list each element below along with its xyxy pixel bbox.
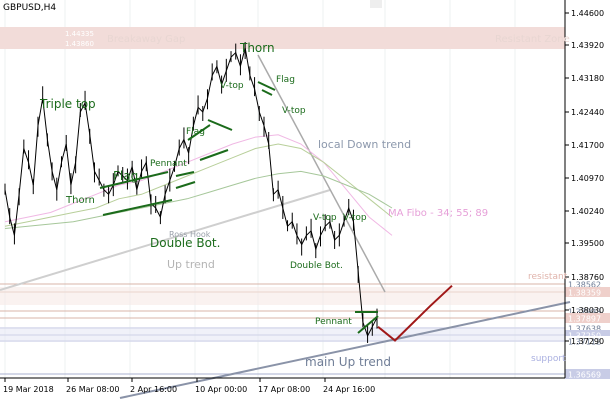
price-level-tag bbox=[565, 279, 610, 289]
price-level-label: 1.37112 bbox=[568, 338, 601, 347]
ma-55-line bbox=[4, 143, 393, 227]
price-level-label: 1.38359 bbox=[568, 289, 601, 298]
flag-upper-line bbox=[99, 171, 169, 189]
grid bbox=[4, 0, 516, 378]
ma-34-line bbox=[4, 134, 393, 236]
up-trend-line bbox=[0, 189, 331, 291]
flag-upper-line-2 bbox=[187, 124, 211, 141]
double-bottom-label-2: Double Bot. bbox=[290, 261, 343, 271]
thorn-label-top: Thorn bbox=[239, 41, 275, 55]
forecast-line bbox=[377, 284, 453, 342]
price-level-tag bbox=[565, 287, 610, 297]
pattern-lines bbox=[99, 81, 379, 334]
price-level-tag bbox=[565, 313, 610, 323]
v-top-label-4: V-top bbox=[343, 213, 367, 223]
price-tick-label: 1.42440 bbox=[571, 108, 604, 117]
price-tick-label: 1.39500 bbox=[571, 239, 604, 248]
thorn-label-left: Thorn bbox=[65, 195, 95, 206]
price-level-label: 1.38562 bbox=[568, 281, 601, 290]
price-tick-label: 1.40970 bbox=[571, 174, 604, 183]
flag-label-left: Flag bbox=[113, 169, 138, 183]
price-tick-label: 1.43180 bbox=[571, 74, 604, 83]
flag-label-mid: Flag bbox=[186, 127, 205, 137]
time-tick-label: 17 Apr 08:00 bbox=[258, 385, 310, 394]
price-level-label: 1.37993 bbox=[568, 308, 601, 317]
support-label: support bbox=[531, 354, 566, 364]
price-level-label: 1.37897 bbox=[568, 315, 601, 324]
main-up-trend-line bbox=[119, 301, 571, 399]
price-tick-label: 1.38760 bbox=[571, 273, 604, 282]
price-zones bbox=[0, 0, 565, 49]
pennant-label-1: Pennant bbox=[150, 159, 187, 169]
pennant-lower-line bbox=[175, 181, 196, 189]
v-top-label-3: V-top bbox=[313, 213, 337, 223]
local-down-trend-label: local Down trend bbox=[318, 138, 411, 151]
resistant-zone-label: Resistant Zone bbox=[495, 34, 570, 45]
price-level-tag bbox=[565, 336, 610, 346]
price-tick-label: 1.38030 bbox=[571, 306, 604, 315]
flag-cross-line bbox=[207, 119, 233, 131]
flag-lower-line-2 bbox=[199, 149, 229, 161]
zone-price-label-2: 1.43860 bbox=[65, 40, 94, 48]
moving-averages bbox=[4, 134, 393, 236]
pennant-bottom-line bbox=[357, 315, 379, 334]
flag-label-top: Flag bbox=[276, 75, 295, 85]
v-top-label-1: V-top bbox=[220, 81, 244, 91]
axes: 1.44600 1.43920 1.43180 1.42440 1.41700 1.409… bbox=[0, 0, 604, 394]
zone-marker bbox=[370, 0, 382, 8]
ma-89-line bbox=[4, 170, 393, 229]
price-level-tag bbox=[565, 323, 610, 333]
price-level-label: 1.37638 bbox=[568, 325, 601, 334]
trend-lines bbox=[0, 54, 571, 399]
resistant-band bbox=[0, 287, 565, 305]
support-band bbox=[0, 327, 565, 342]
symbol-title: GBPUSD,H4 bbox=[3, 3, 57, 13]
ross-hook-label: Ross Hook bbox=[169, 230, 211, 239]
time-tick-label: 26 Mar 08:00 bbox=[66, 385, 119, 394]
ma-fibo-label: MA Fibo - 34; 55; 89 bbox=[388, 208, 488, 219]
price-tick-label: 1.37290 bbox=[571, 337, 604, 346]
price-close-line bbox=[4, 47, 378, 338]
time-tick-label: 2 Apr 16:00 bbox=[130, 385, 177, 394]
local-down-trend-line bbox=[257, 54, 386, 293]
up-trend-label: Up trend bbox=[167, 258, 215, 271]
breakaway-zone bbox=[0, 27, 565, 49]
price-tick-label: 1.43920 bbox=[571, 41, 604, 50]
price-level-label: 1.36569 bbox=[568, 371, 601, 380]
main-up-trend-label: main Up trend bbox=[305, 355, 391, 369]
double-bottom-label-1: Double Bot. bbox=[150, 236, 220, 250]
time-tick-label: 24 Apr 16:00 bbox=[323, 385, 375, 394]
price-level-tag bbox=[565, 369, 610, 379]
v-top-label-2: V-top bbox=[282, 106, 306, 116]
pennant-label-2: Pennant bbox=[315, 317, 352, 327]
price-tick-label: 1.40240 bbox=[571, 207, 604, 216]
breakaway-gap-label: Breakaway Gap bbox=[107, 34, 185, 45]
annotation-labels: 1.44335 1.43860 Breakaway Gap Resistant Zon… bbox=[39, 30, 570, 369]
price-level-tag bbox=[565, 306, 610, 316]
time-tick-label: 10 Apr 00:00 bbox=[195, 385, 247, 394]
resistant-label: resistant bbox=[528, 272, 568, 282]
time-tick-label: 19 Mar 2018 bbox=[3, 385, 54, 394]
flag-lower-line bbox=[102, 199, 173, 216]
top-flag-line bbox=[257, 81, 276, 91]
zone-price-label-1: 1.44335 bbox=[65, 30, 94, 38]
forecast-path bbox=[377, 284, 453, 342]
price-level-tag bbox=[565, 330, 610, 340]
top-flag-line-2 bbox=[261, 89, 273, 96]
price-tick-label: 1.44600 bbox=[571, 9, 604, 18]
pennant-upper-line bbox=[175, 171, 195, 177]
triple-top-label: Triple top bbox=[39, 97, 96, 111]
price-tick-label: 1.41700 bbox=[571, 141, 604, 150]
